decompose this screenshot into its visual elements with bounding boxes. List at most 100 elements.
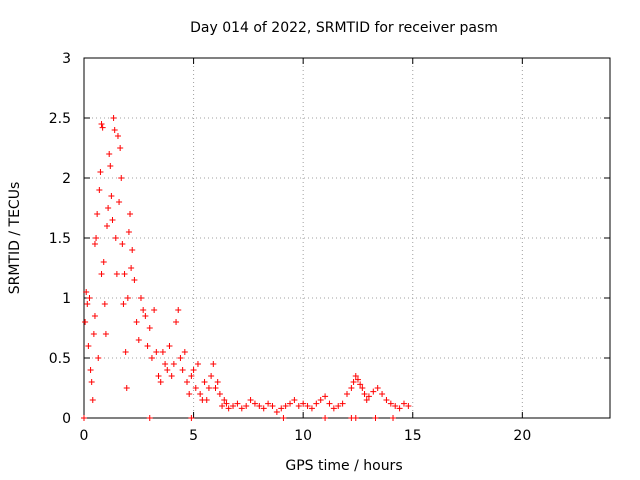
- data-point: [146, 415, 153, 421]
- data-point: [175, 307, 182, 313]
- data-point: [390, 415, 397, 421]
- data-point: [177, 355, 184, 361]
- data-point: [291, 397, 298, 403]
- data-point: [164, 367, 171, 373]
- y-tick-label: 1: [62, 291, 71, 307]
- data-point: [256, 403, 263, 409]
- data-point: [131, 277, 138, 283]
- data-point: [123, 385, 130, 391]
- y-tick-label: 0: [62, 411, 71, 427]
- axis-ticks: [83, 57, 610, 419]
- data-point: [105, 205, 112, 211]
- data-point: [118, 175, 125, 181]
- data-point: [350, 379, 357, 385]
- data-point: [383, 397, 390, 403]
- data-point: [372, 415, 379, 421]
- data-point: [157, 379, 164, 385]
- data-point: [95, 355, 102, 361]
- data-point: [96, 187, 103, 193]
- data-point: [214, 379, 221, 385]
- data-point: [88, 379, 95, 385]
- x-axis-tick-labels: 0 5 10 15 20: [80, 428, 532, 444]
- data-point: [278, 405, 285, 412]
- data-point: [344, 391, 350, 397]
- data-point: [113, 271, 120, 277]
- data-point: [280, 415, 287, 421]
- data-point: [181, 349, 188, 355]
- data-point: [170, 361, 177, 367]
- data-point: [205, 385, 212, 391]
- data-point: [116, 199, 123, 205]
- data-point: [159, 349, 166, 355]
- data-point: [352, 415, 359, 421]
- data-point: [83, 289, 90, 295]
- data-point: [396, 405, 403, 412]
- data-point: [153, 349, 160, 355]
- data-point: [400, 400, 407, 407]
- data-point: [282, 403, 289, 409]
- data-point: [359, 385, 366, 391]
- data-point: [82, 319, 89, 325]
- data-point: [104, 223, 111, 229]
- data-point: [110, 115, 117, 121]
- data-point: [330, 405, 337, 412]
- data-point: [98, 271, 105, 277]
- data-point: [197, 391, 204, 397]
- data-point: [121, 271, 128, 277]
- data-point: [106, 151, 113, 157]
- data-point: [313, 400, 320, 407]
- y-tick-label: 1.5: [49, 231, 71, 247]
- data-point: [168, 373, 175, 379]
- data-point: [85, 343, 92, 349]
- data-point: [348, 385, 355, 391]
- data-point: [99, 124, 106, 131]
- grid-lines: [84, 58, 610, 418]
- x-tick-label: 15: [404, 428, 422, 444]
- data-point: [230, 403, 237, 409]
- data-point: [94, 211, 101, 217]
- data-point: [100, 259, 107, 265]
- y-tick-label: 0.5: [49, 351, 71, 367]
- data-point: [97, 169, 104, 175]
- data-point: [304, 403, 311, 409]
- data-point: [251, 400, 258, 407]
- data-point: [357, 381, 364, 388]
- data-point: [162, 361, 169, 367]
- data-point: [137, 295, 144, 301]
- data-point: [317, 397, 324, 403]
- data-point: [308, 405, 315, 412]
- data-point: [84, 301, 91, 307]
- data-point: [361, 391, 368, 397]
- data-point: [188, 415, 195, 421]
- data-point: [151, 307, 158, 313]
- data-point: [117, 145, 124, 151]
- data-point: [89, 397, 96, 403]
- x-tick-label: 0: [80, 428, 89, 444]
- data-point: [295, 403, 302, 409]
- data-point: [122, 349, 129, 355]
- data-point: [216, 391, 223, 397]
- data-point: [203, 397, 210, 403]
- data-point: [322, 415, 329, 421]
- data-point: [119, 241, 126, 247]
- data-point: [247, 397, 254, 403]
- y-tick-label: 3: [62, 51, 71, 67]
- data-point: [90, 331, 97, 337]
- data-point: [91, 241, 98, 247]
- data-point: [184, 379, 191, 385]
- data-point: [234, 400, 241, 407]
- x-tick-label: 20: [513, 428, 531, 444]
- data-point: [354, 376, 361, 383]
- data-point: [146, 325, 153, 331]
- data-point: [111, 127, 118, 133]
- data-point: [135, 337, 142, 343]
- data-point: [243, 403, 250, 409]
- data-point: [166, 343, 173, 349]
- data-point: [91, 313, 98, 319]
- data-point: [120, 301, 127, 307]
- data-point: [225, 405, 232, 412]
- data-point: [219, 403, 226, 409]
- data-point: [124, 295, 131, 301]
- data-point: [339, 400, 346, 407]
